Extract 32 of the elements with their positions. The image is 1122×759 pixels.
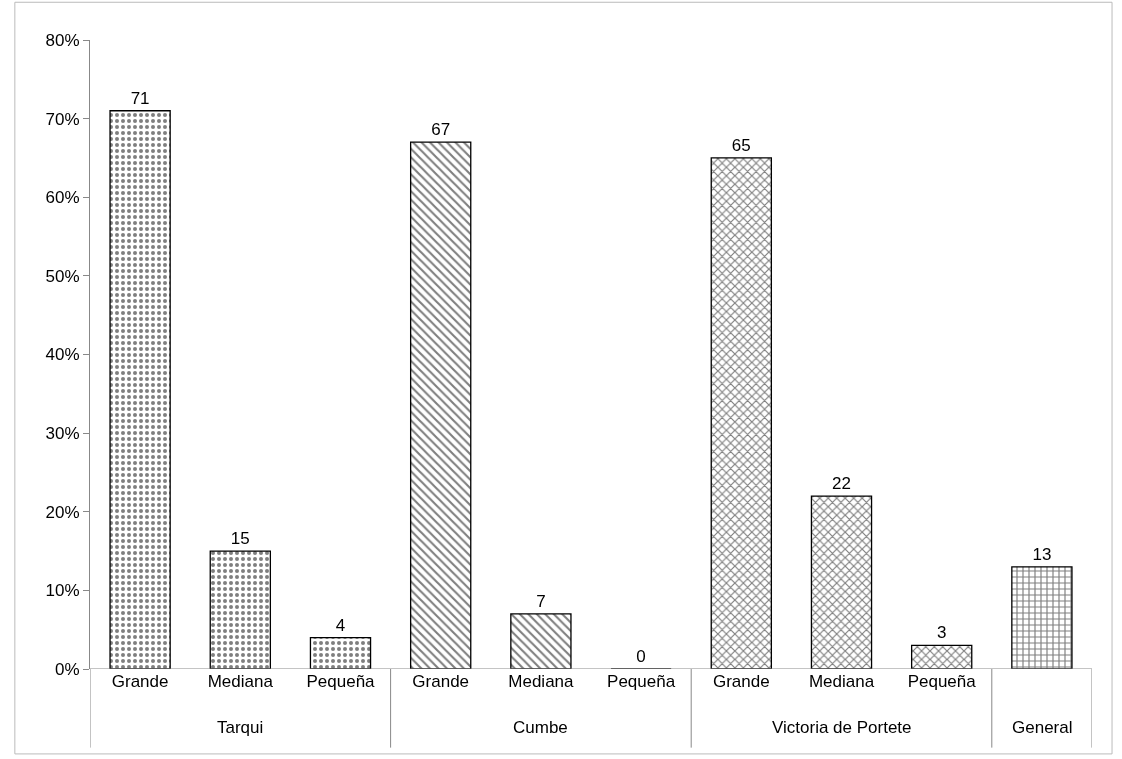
x-tick-label: Grande [412,672,470,691]
data-label: 67 [431,120,451,140]
data-label: 7 [536,591,546,611]
y-tick-label: 10% [45,581,80,601]
data-label: 13 [1032,544,1052,564]
y-tick-label: 40% [45,345,80,365]
y-tick-label: 80% [45,30,80,50]
x-tick-label: Pequeña [607,672,676,691]
data-label: 71 [130,88,150,108]
x-tick-label: Pequeña [306,672,376,691]
data-label: 22 [832,474,851,494]
x-tick-label: Mediana [508,672,575,691]
y-tick-label: 30% [45,424,80,444]
text: General [1012,718,1073,737]
x-tick-label: Pequeña [907,672,977,691]
text: Cumbe [513,718,568,737]
data-label: 15 [230,529,250,549]
y-tick-label: 70% [45,109,80,129]
y-tick-label: 50% [45,266,80,286]
x-tick-label: Grande [111,672,169,691]
text: Tarqui [217,718,264,737]
data-label: 4 [335,615,346,635]
x-tick-label: Grande [712,672,770,691]
x-tick-label: Mediana [808,672,875,691]
data-label: 65 [731,135,751,155]
data-label: 0 [636,647,646,666]
y-tick-label: 0% [55,659,80,679]
y-tick-label: 20% [45,502,80,522]
y-tick-label: 60% [45,188,80,208]
x-tick-label: Mediana [207,672,274,691]
text: Victoria de Portete [772,718,912,737]
data-label: 3 [936,623,947,643]
